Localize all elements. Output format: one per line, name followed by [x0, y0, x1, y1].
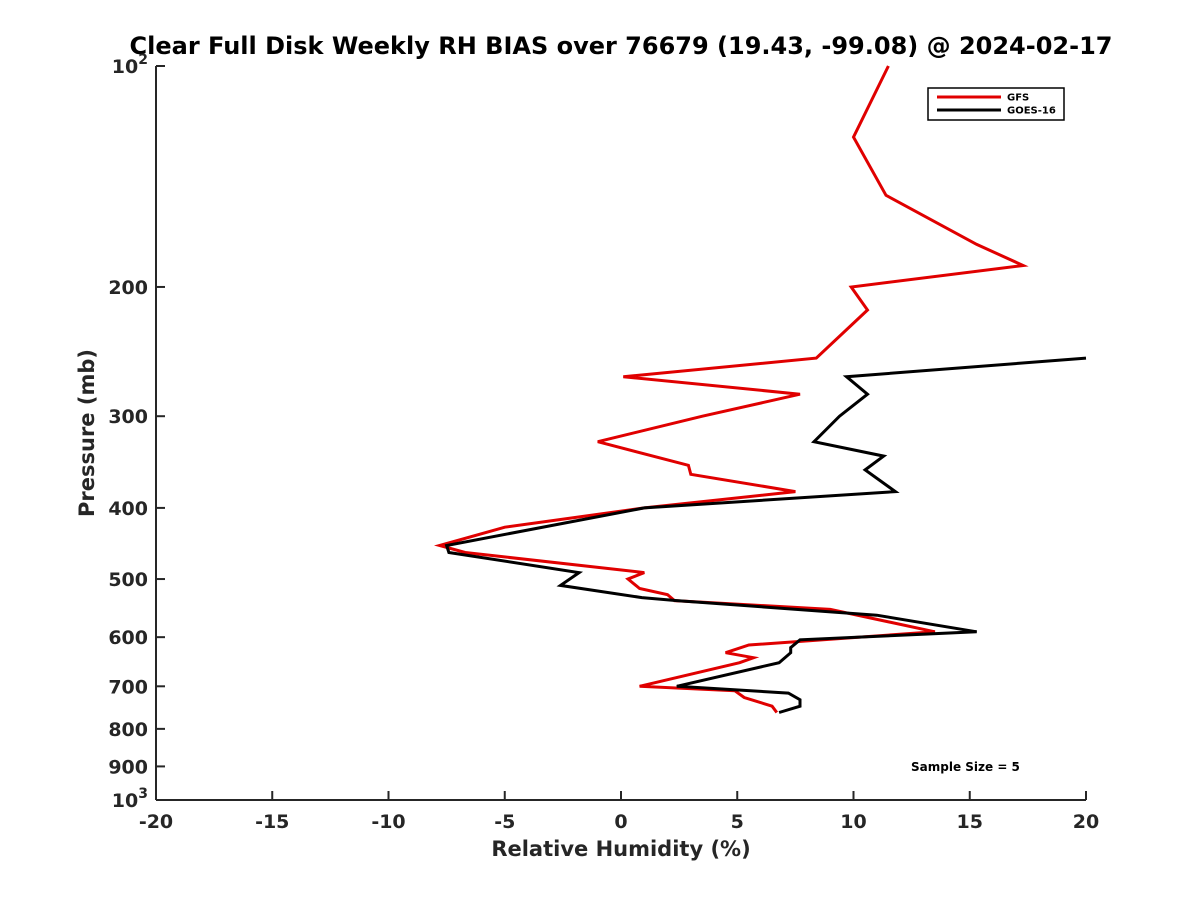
x-tick-label: -5 — [494, 811, 515, 833]
y-tick-label: 600 — [108, 627, 148, 649]
y-tick-label: 200 — [108, 277, 148, 299]
y-tick-label: 103 — [112, 786, 148, 812]
x-tick-label: -20 — [139, 811, 173, 833]
y-tick-label: 900 — [108, 756, 148, 778]
sample-size-annotation: Sample Size = 5 — [911, 760, 1020, 774]
x-tick-label: -15 — [255, 811, 289, 833]
series-line-goes-16 — [444, 356, 1087, 714]
y-tick-label: 800 — [108, 719, 148, 741]
y-tick-exponent: 2 — [138, 52, 148, 68]
chart-title: Clear Full Disk Weekly RH BIAS over 7667… — [130, 32, 1113, 60]
y-tick-exponent: 3 — [138, 786, 148, 802]
x-tick-label: 5 — [731, 811, 744, 833]
y-tick-label: 700 — [108, 676, 148, 698]
y-axis-label: Pressure (mb) — [75, 349, 99, 517]
x-ticks: -20 -15 -10 -5 0 5 10 15 20 — [139, 791, 1099, 833]
legend-label-goes-16: GOES-16 — [1007, 106, 1056, 117]
legend-box — [927, 87, 1065, 121]
y-tick-label: 400 — [108, 498, 148, 520]
y-tick-label: 500 — [108, 569, 148, 591]
y-tick-label: 300 — [108, 406, 148, 428]
legend-label-gfs: GFS — [1007, 93, 1029, 104]
x-tick-label: -10 — [371, 811, 405, 833]
series-line-gfs — [433, 65, 1029, 714]
y-tick-label: 102 — [112, 52, 148, 78]
x-tick-label: 20 — [1073, 811, 1099, 833]
x-tick-label: 15 — [957, 811, 983, 833]
x-axis-label: Relative Humidity (%) — [491, 837, 750, 861]
y-tick-base: 10 — [112, 56, 138, 78]
y-tick-base: 10 — [112, 790, 138, 812]
plot-area — [433, 65, 1087, 714]
legend: GFS GOES-16 — [927, 87, 1065, 121]
x-tick-label: 10 — [840, 811, 866, 833]
x-tick-label: 0 — [614, 811, 627, 833]
